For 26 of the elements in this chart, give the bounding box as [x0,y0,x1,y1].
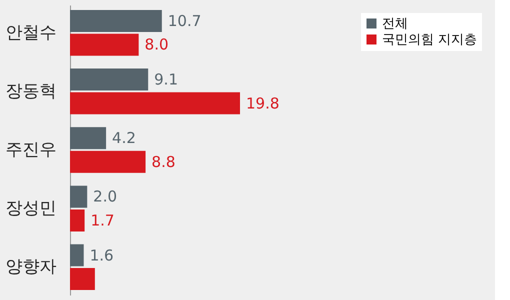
bar [70,68,148,91]
data-label: 19.8 [246,94,280,112]
data-label: 8.8 [152,152,176,171]
y-tick-label: 장성민 [6,198,56,219]
bar [70,186,88,208]
bar [70,34,139,56]
legend-label: 전체 [382,16,408,32]
bar [70,92,240,114]
data-label: 2.0 [93,188,118,206]
data-label: 1.6 [90,246,114,264]
y-tick-label: 장동혁 [6,81,56,102]
y-tick-label: 안철수 [6,22,56,43]
data-label: 9.1 [154,70,178,89]
data-label: 1.7 [90,211,114,230]
data-label: 10.7 [168,12,202,30]
bar [70,209,85,232]
y-tick-label: 양향자 [6,257,56,278]
data-label: 8.0 [144,36,169,54]
bar [70,10,162,32]
bar [70,150,146,173]
bar [70,127,106,150]
y-tick-label: 주진우 [6,140,56,160]
bar [70,268,95,290]
bar [70,244,84,266]
data-label: 4.2 [112,129,136,148]
legend-label: 국민의힘 지지층 [382,32,478,48]
